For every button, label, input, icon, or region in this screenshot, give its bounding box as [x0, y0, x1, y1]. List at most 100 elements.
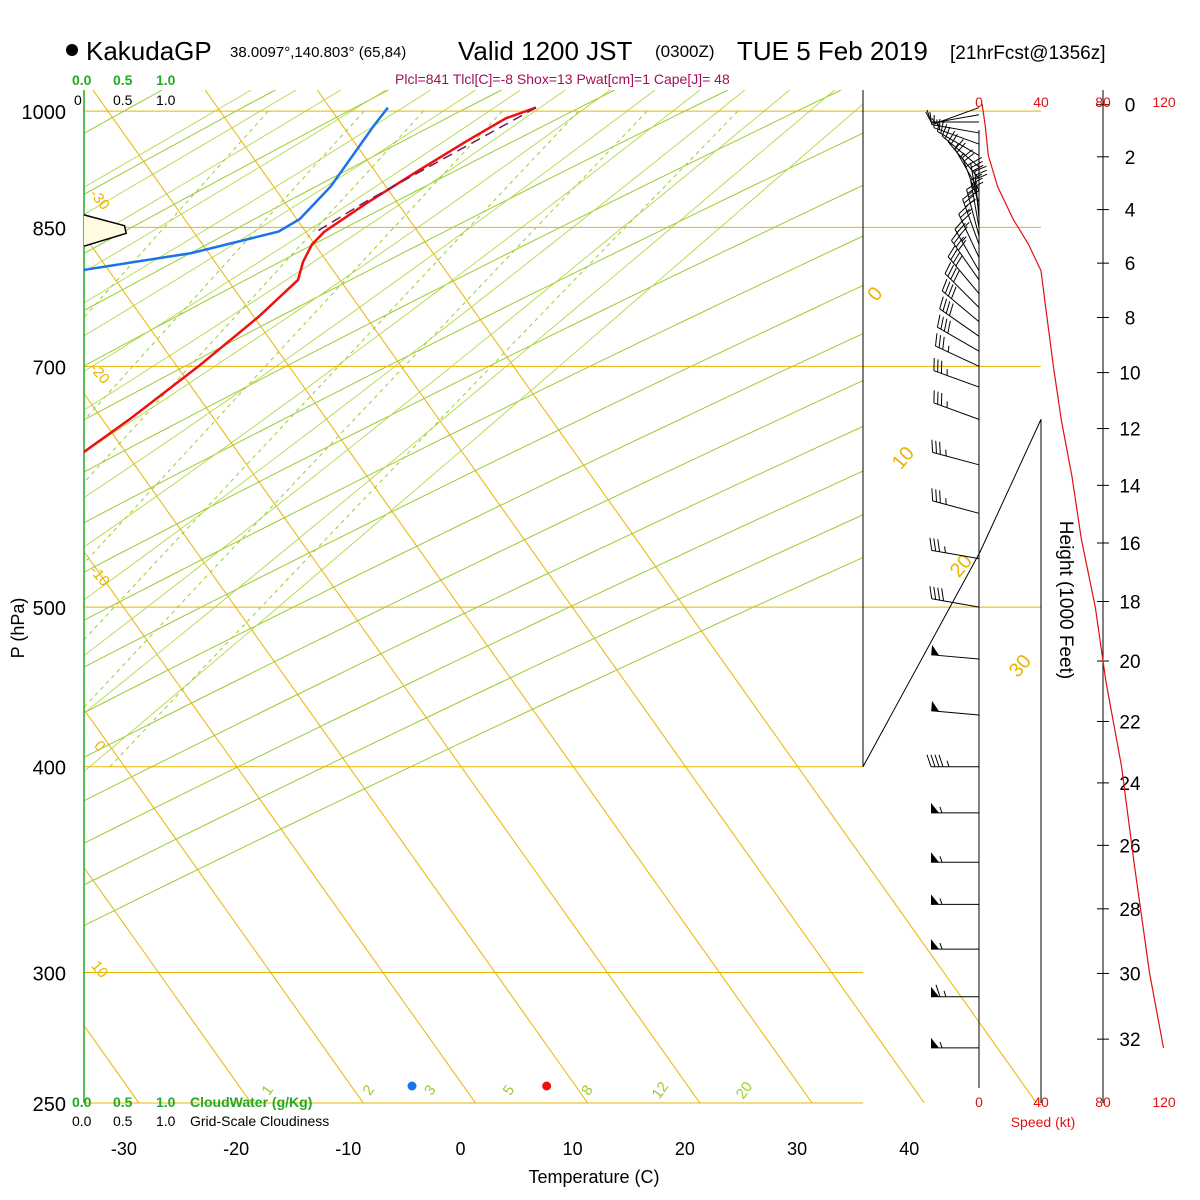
temp-tick-10: 10 [563, 1139, 583, 1159]
moist-adiabat-8 [84, 90, 566, 1103]
parcel-line [316, 106, 537, 233]
height-tick-18: 18 [1119, 593, 1140, 614]
dry-adiabat-60 [84, 90, 1041, 1103]
wind-barb-270 [931, 1037, 979, 1049]
wind-barb-full [945, 301, 951, 314]
wind-barb-full [971, 177, 983, 185]
isotherm--10 [84, 90, 364, 1103]
wind-speed-line [981, 103, 1165, 1049]
moist-adiabat-4 [84, 90, 521, 1103]
isotherm-lines [84, 90, 1037, 1103]
sounding-profiles [84, 106, 537, 1049]
wind-barb-full [935, 489, 937, 502]
pressure-tick-1000: 1000 [22, 102, 67, 124]
cloudwater-legend: CloudWater (g/Kg) [190, 1094, 312, 1110]
height-tick-2: 2 [1125, 148, 1136, 169]
dry-adiabat--40 [0, 90, 49, 1103]
wind-barb-half [965, 162, 972, 168]
speed-tick-bottom-80: 80 [1095, 1094, 1111, 1110]
wind-barb-half [947, 345, 950, 353]
cloudiness-scale-bottom-2: 1.0 [156, 1113, 176, 1129]
wind-barb-full [957, 239, 967, 251]
wind-barb-760 [944, 262, 980, 308]
dry-adiabat-120 [84, 90, 1041, 1103]
wind-barb-flag [931, 852, 939, 863]
moist-adiabat-24 [84, 90, 746, 1103]
wind-barb-shaft [941, 290, 980, 323]
moist-adiabat-12 [84, 90, 611, 1103]
wind-barb-400 [926, 754, 979, 768]
dry-adiabat-30 [84, 90, 842, 1103]
wind-barb-full [942, 298, 948, 312]
cloudiness-scale-top-1: 0.5 [113, 92, 133, 108]
moist-adiabat-32 [84, 90, 835, 1103]
wind-barb-full [947, 130, 956, 143]
height-tick-28: 28 [1119, 900, 1140, 921]
mixing-ratio-label-3: 3 [421, 1082, 440, 1099]
speed-tick-bottom-0: 0 [975, 1094, 983, 1110]
isotherm-label-left--30: -30 [86, 186, 113, 214]
isotherm-label-right-10: 10 [888, 443, 919, 474]
height-tick-4: 4 [1125, 201, 1136, 222]
temp-tick-0: 0 [455, 1139, 465, 1159]
isotherm-label-left--20: -20 [86, 360, 113, 388]
mixing-ratio-label-12: 12 [649, 1079, 672, 1102]
plot-frame [83, 90, 1042, 1103]
height-tick-32: 32 [1119, 1030, 1140, 1051]
wind-barb-815 [958, 204, 980, 258]
surface-temperature-dot [542, 1081, 552, 1091]
dry-adiabat--20 [84, 90, 276, 1103]
wind-barb-full [956, 142, 966, 153]
wind-barb-535 [929, 537, 980, 560]
dry-adiabat-100 [84, 90, 1041, 1103]
wind-barb-full [941, 588, 945, 601]
dry-adiabat-90 [84, 90, 1041, 1103]
mixing-ratio-5 [84, 110, 503, 768]
wind-barb-shaft [941, 135, 980, 168]
wind-barb-full [944, 262, 952, 274]
wind-barb-flag [931, 644, 940, 656]
pressure-tick-300: 300 [33, 964, 66, 986]
wind-barb-790 [951, 230, 980, 281]
speed-tick-top-40: 40 [1033, 94, 1049, 110]
valid-date: TUE 5 Feb 2019 [737, 36, 928, 66]
wind-barb-full [952, 251, 961, 264]
wind-barb-375 [931, 802, 979, 814]
wind-barb-flag [931, 939, 939, 950]
cloud-scale-bottom-0: 0.0 [72, 1094, 92, 1110]
wind-barb-full [930, 754, 936, 767]
height-tick-6: 6 [1125, 254, 1136, 275]
wind-barb-500 [929, 586, 980, 608]
wind-barb-full [963, 153, 975, 162]
pressure-tick-700: 700 [33, 357, 66, 379]
dry-adiabat-20 [84, 90, 729, 1103]
wind-barb-full [974, 165, 987, 172]
station-name: KakudaGP [86, 36, 212, 66]
cloudiness-profile [83, 214, 128, 247]
wind-barb-full [939, 441, 941, 455]
moist-adiabat--12 [84, 90, 342, 1103]
wind-barb-570 [931, 488, 980, 514]
mixing-ratio-20 [109, 110, 739, 768]
dry-adiabat-50 [84, 90, 1041, 1103]
wind-barb-full [925, 111, 933, 124]
height-tick-22: 22 [1119, 712, 1140, 733]
wind-barb-870 [970, 157, 984, 211]
wind-barb-full [934, 754, 940, 767]
right-frame-step [862, 419, 1042, 1103]
wind-barb-shaft [933, 370, 980, 388]
cloud-scale-bottom-1: 0.5 [113, 1094, 133, 1110]
wind-barb-full [929, 586, 933, 599]
temp-tick--20: -20 [223, 1139, 249, 1159]
pressure-tick-400: 400 [33, 758, 66, 780]
wind-barb-full [962, 191, 973, 200]
speed-tick-top-120: 120 [1152, 94, 1176, 110]
speed-tick-top-0: 0 [975, 94, 983, 110]
wind-barb-full [947, 264, 954, 277]
wind-barb-465 [931, 644, 980, 660]
height-tick-10: 10 [1119, 364, 1140, 385]
cloudiness-scale-bottom-0: 0.0 [72, 1113, 92, 1129]
wind-barb-flag [931, 802, 939, 813]
